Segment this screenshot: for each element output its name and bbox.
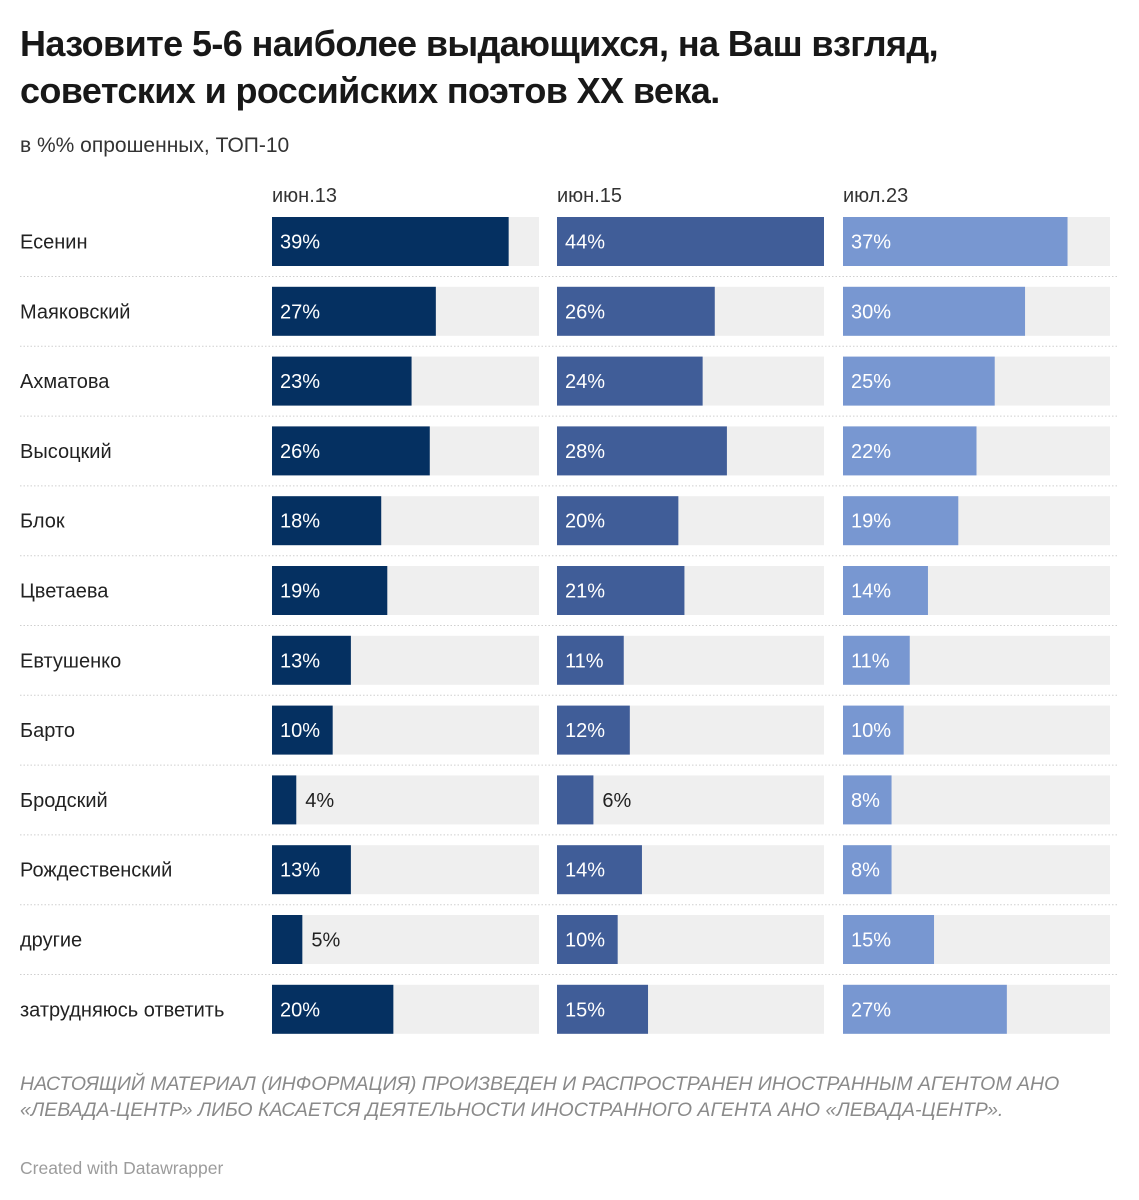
bar: [272, 286, 436, 336]
bar-value-label: 6%: [602, 790, 631, 812]
bar: [557, 705, 630, 755]
bar: [272, 496, 382, 546]
bar: [272, 635, 351, 685]
bar-background: [272, 915, 539, 964]
bar-value-label: 24%: [565, 371, 605, 393]
datawrapper-credit: Created with Datawrapper: [20, 1158, 224, 1178]
bar-value-label: 10%: [851, 720, 891, 742]
bar-value-label: 30%: [851, 301, 891, 323]
bar: [843, 845, 892, 895]
bar-value-label: 18%: [280, 511, 320, 533]
bar: [557, 775, 594, 825]
bar: [557, 845, 642, 895]
bar-value-label: 27%: [280, 301, 320, 323]
bar-value-label: 20%: [565, 511, 605, 533]
bar: [557, 426, 727, 476]
bar: [843, 566, 928, 615]
bar: [557, 217, 824, 266]
bar-value-label: 39%: [280, 232, 320, 254]
bar: [843, 705, 904, 755]
bar: [843, 496, 959, 546]
bar: [272, 845, 351, 895]
bar: [557, 984, 649, 1034]
bar: [272, 566, 388, 615]
bar-value-label: 26%: [280, 441, 320, 463]
series-header: июн.13: [272, 185, 337, 207]
bar-value-label: 13%: [280, 650, 320, 672]
bar-value-label: 11%: [851, 650, 890, 672]
bar: [843, 984, 1007, 1034]
bar: [272, 915, 303, 964]
bar-value-label: 25%: [851, 371, 891, 393]
bar-value-label: 12%: [565, 720, 605, 742]
category-label: Барто: [20, 720, 75, 742]
category-label: Блок: [20, 511, 65, 533]
bar: [272, 775, 297, 825]
bar-value-label: 37%: [851, 232, 891, 254]
bar-value-label: 44%: [565, 232, 605, 254]
bar-value-label: 14%: [565, 860, 605, 882]
bar-value-label: 23%: [280, 371, 320, 393]
bar: [843, 635, 910, 685]
bar: [272, 705, 333, 755]
bar-value-label: 27%: [851, 999, 891, 1021]
bar-background: [272, 775, 539, 825]
category-label: Цветаева: [20, 581, 109, 603]
bar: [272, 356, 412, 406]
bar-value-label: 15%: [851, 930, 891, 952]
bar: [557, 915, 618, 964]
category-label: Евтушенко: [20, 650, 121, 672]
bar: [272, 426, 430, 476]
category-label: Маяковский: [20, 301, 130, 323]
bar-value-label: 21%: [565, 581, 605, 603]
series-header: июн.15: [557, 185, 622, 207]
category-label: Высоцкий: [20, 441, 112, 463]
bar-value-label: 10%: [565, 930, 605, 952]
bar-value-label: 19%: [851, 511, 891, 533]
bar-value-label: 28%: [565, 441, 605, 463]
bar-value-label: 20%: [280, 999, 320, 1021]
bar-value-label: 8%: [851, 860, 880, 882]
chart-title: Назовите 5-6 наиболее выдающихся, на Ваш…: [20, 23, 939, 111]
bar-value-label: 8%: [851, 790, 880, 812]
category-label: Бродский: [20, 790, 108, 812]
bar: [843, 217, 1068, 266]
category-label: другие: [20, 930, 82, 952]
bar-value-label: 5%: [311, 930, 340, 952]
bar: [843, 426, 977, 476]
bar: [557, 635, 624, 685]
bar-background: [557, 775, 824, 825]
category-label: Есенин: [20, 232, 88, 254]
bar-value-label: 14%: [851, 581, 891, 603]
bar: [843, 356, 995, 406]
bar-value-label: 11%: [565, 650, 604, 672]
bar-value-label: 15%: [565, 999, 605, 1021]
bar: [557, 566, 685, 615]
category-label: затрудняюсь ответить: [20, 999, 224, 1021]
bar-value-label: 26%: [565, 301, 605, 323]
category-label: Рождественский: [20, 860, 172, 882]
bar: [843, 915, 935, 964]
bar-value-label: 13%: [280, 860, 320, 882]
series-header: июл.23: [843, 185, 908, 207]
bar-value-label: 4%: [305, 790, 334, 812]
foreign-agent-note: НАСТОЯЩИЙ МАТЕРИАЛ (ИНФОРМАЦИЯ) ПРОИЗВЕД…: [20, 1073, 1060, 1121]
bar: [843, 775, 892, 825]
bar-value-label: 10%: [280, 720, 320, 742]
bar: [272, 984, 394, 1034]
bar: [272, 217, 509, 266]
bar: [843, 286, 1026, 336]
category-label: Ахматова: [20, 371, 110, 393]
bar: [557, 496, 679, 546]
bar-value-label: 19%: [280, 581, 320, 603]
bar: [557, 286, 715, 336]
bar: [557, 356, 703, 406]
bar-value-label: 22%: [851, 441, 891, 463]
chart-subtitle: в %% опрошенных, ТОП-10: [20, 134, 290, 157]
